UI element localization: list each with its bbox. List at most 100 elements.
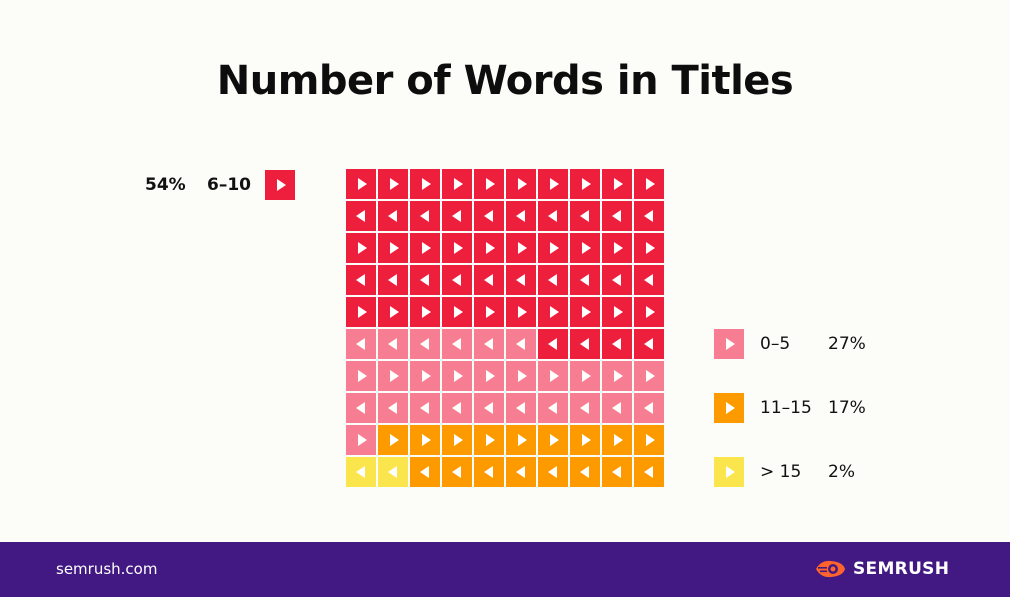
play-icon: [581, 178, 591, 190]
play-icon: [645, 434, 655, 446]
arrow-left-icon: [451, 210, 461, 222]
play-icon: [357, 370, 367, 382]
waffle-cell: [506, 233, 536, 263]
legend-item-over-15: > 15 2%: [714, 457, 855, 487]
play-icon: [581, 370, 591, 382]
arrow-left-icon: [643, 402, 653, 414]
waffle-cell: [634, 265, 664, 295]
arrow-left-icon: [451, 274, 461, 286]
arrow-left-icon: [515, 466, 525, 478]
legend-range-0-5: 0–5: [760, 334, 791, 354]
waffle-cell: [570, 169, 600, 199]
play-icon: [485, 434, 495, 446]
waffle-cell: [570, 201, 600, 231]
waffle-cell: [634, 201, 664, 231]
waffle-cell: [410, 361, 440, 391]
waffle-cell: [602, 233, 632, 263]
play-icon: [581, 434, 591, 446]
waffle-cell: [378, 233, 408, 263]
waffle-cell: [506, 425, 536, 455]
arrow-left-icon: [515, 210, 525, 222]
waffle-cell: [538, 233, 568, 263]
legend-swatch-11-15: [714, 393, 744, 423]
play-icon: [357, 178, 367, 190]
arrow-left-icon: [419, 274, 429, 286]
waffle-cell: [602, 169, 632, 199]
play-icon: [613, 306, 623, 318]
legend-main-swatch: [265, 170, 295, 200]
waffle-cell: [634, 169, 664, 199]
arrow-left-icon: [579, 274, 589, 286]
waffle-cell: [442, 393, 472, 423]
play-icon: [453, 306, 463, 318]
waffle-cell: [378, 201, 408, 231]
waffle-cell: [474, 457, 504, 487]
legend-pct-over-15: 2%: [828, 462, 855, 482]
brand-name: SEMRUSH: [853, 559, 950, 579]
waffle-cell: [538, 265, 568, 295]
waffle-cell: [442, 425, 472, 455]
waffle-cell: [538, 297, 568, 327]
arrow-left-icon: [419, 210, 429, 222]
waffle-cell: [410, 201, 440, 231]
footer-site[interactable]: semrush.com: [56, 560, 158, 578]
waffle-cell: [410, 457, 440, 487]
waffle-cell: [474, 297, 504, 327]
waffle-cell: [442, 457, 472, 487]
waffle-cell: [506, 393, 536, 423]
arrow-left-icon: [643, 210, 653, 222]
waffle-cell: [602, 361, 632, 391]
arrow-left-icon: [387, 466, 397, 478]
arrow-left-icon: [483, 274, 493, 286]
waffle-cell: [474, 169, 504, 199]
arrow-left-icon: [483, 402, 493, 414]
arrow-left-icon: [483, 466, 493, 478]
waffle-cell: [538, 393, 568, 423]
arrow-left-icon: [547, 274, 557, 286]
play-icon: [549, 370, 559, 382]
waffle-cell: [474, 265, 504, 295]
play-icon: [453, 434, 463, 446]
arrow-left-icon: [355, 466, 365, 478]
play-icon: [549, 306, 559, 318]
arrow-left-icon: [643, 338, 653, 350]
waffle-cell: [378, 329, 408, 359]
waffle-cell: [506, 361, 536, 391]
waffle-chart: [346, 169, 664, 487]
legend-main-pct: 54%: [145, 175, 186, 195]
arrow-left-icon: [579, 338, 589, 350]
legend-swatch-0-5: [714, 329, 744, 359]
waffle-cell: [570, 297, 600, 327]
waffle-cell: [346, 233, 376, 263]
arrow-left-icon: [355, 274, 365, 286]
play-icon: [485, 242, 495, 254]
waffle-cell: [410, 169, 440, 199]
waffle-cell: [538, 425, 568, 455]
arrow-left-icon: [451, 402, 461, 414]
play-icon: [485, 370, 495, 382]
arrow-left-icon: [611, 274, 621, 286]
waffle-cell: [442, 201, 472, 231]
legend-main: 54% 6–10: [145, 170, 295, 200]
legend-swatch-over-15: [714, 457, 744, 487]
play-icon: [517, 306, 527, 318]
legend-item-0-5: 0–5 27%: [714, 329, 866, 359]
play-icon: [453, 242, 463, 254]
play-icon: [485, 178, 495, 190]
waffle-cell: [570, 233, 600, 263]
arrow-left-icon: [451, 466, 461, 478]
arrow-left-icon: [547, 210, 557, 222]
waffle-cell: [410, 297, 440, 327]
arrow-left-icon: [419, 402, 429, 414]
arrow-left-icon: [355, 210, 365, 222]
play-icon: [389, 178, 399, 190]
waffle-cell: [570, 393, 600, 423]
waffle-cell: [410, 265, 440, 295]
waffle-cell: [634, 233, 664, 263]
waffle-cell: [634, 361, 664, 391]
waffle-cell: [602, 457, 632, 487]
waffle-cell: [570, 425, 600, 455]
arrow-left-icon: [643, 274, 653, 286]
play-icon: [645, 178, 655, 190]
arrow-left-icon: [387, 338, 397, 350]
